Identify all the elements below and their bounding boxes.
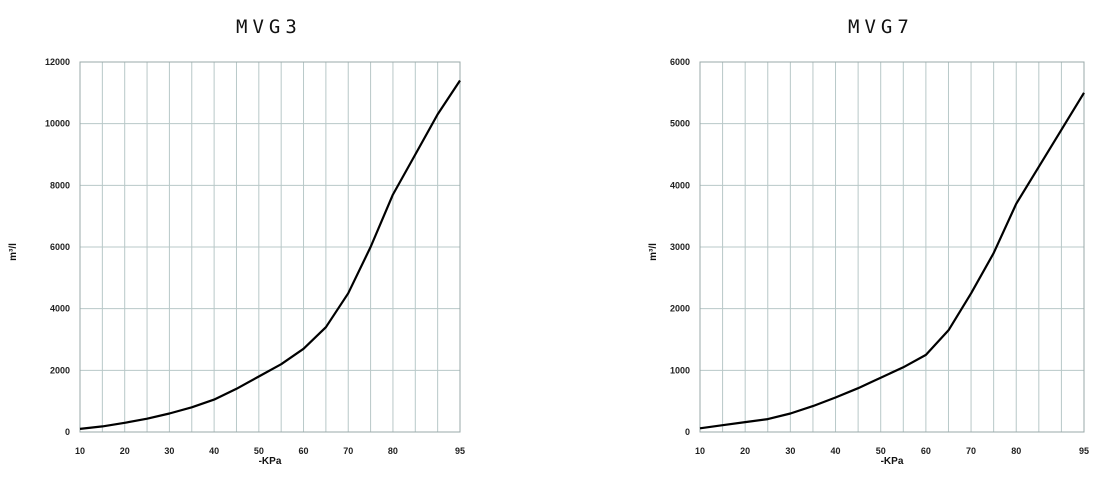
chart-mvg3: MVG3 0 2000 4000 6000 8000 10000 12000 10 20 30 40… [8,16,465,467]
x-tick-label: 95 [455,446,465,456]
x-tick-label: 70 [343,446,353,456]
series-line [79,79,461,430]
y-tick-label: 12000 [45,57,70,67]
plot-frame [79,61,461,433]
y-tick-label: 4000 [670,180,690,190]
y-tick-label: 0 [65,427,70,437]
y-tick-label: 3000 [670,242,690,252]
y-tick-label: 10000 [45,119,70,129]
plot-area: 0 2000 4000 6000 8000 10000 12000 10 20 30 40 50 60 7… [8,57,465,467]
chart-title: MVG3 [236,16,302,38]
chart-title: MVG7 [848,16,914,38]
y-tick-label: 6000 [670,57,690,67]
x-tick-label: 80 [388,446,398,456]
y-tick-label: 2000 [670,304,690,314]
x-tick-label: 60 [921,446,931,456]
x-tick-label: 60 [299,446,309,456]
x-tick-label: 40 [831,446,841,456]
x-tick-label: 10 [75,446,85,456]
x-tick-label: 10 [695,446,705,456]
y-axis-label: m³/l [8,243,19,261]
y-tick-label: 2000 [50,365,70,375]
x-tick-label: 40 [209,446,219,456]
y-tick-label: 1000 [670,365,690,375]
x-axis-label: -KPa [259,456,282,467]
y-tick-label: 5000 [670,119,690,129]
y-tick-label: 6000 [50,242,70,252]
series-line [699,92,1085,430]
y-axis-label: m³/l [648,243,659,261]
x-tick-label: 50 [254,446,264,456]
x-tick-label: 20 [740,446,750,456]
x-tick-label: 30 [164,446,174,456]
x-axis-label: -KPa [881,456,904,467]
plot-area: 0 1000 2000 3000 4000 5000 6000 10 20 30 40 50 60 70 8… [648,57,1089,467]
plot-frame [699,61,1085,433]
x-tick-label: 20 [120,446,130,456]
y-tick-label: 4000 [50,304,70,314]
x-tick-label: 30 [785,446,795,456]
chart-mvg7: MVG7 0 1000 2000 3000 4000 5000 6000 10 20 30 40 50… [548,0,1096,486]
x-tick-label: 80 [1011,446,1021,456]
x-tick-label: 70 [966,446,976,456]
x-tick-label: 95 [1079,446,1089,456]
y-tick-label: 0 [685,427,690,437]
y-tick-label: 8000 [50,180,70,190]
x-tick-label: 50 [876,446,886,456]
